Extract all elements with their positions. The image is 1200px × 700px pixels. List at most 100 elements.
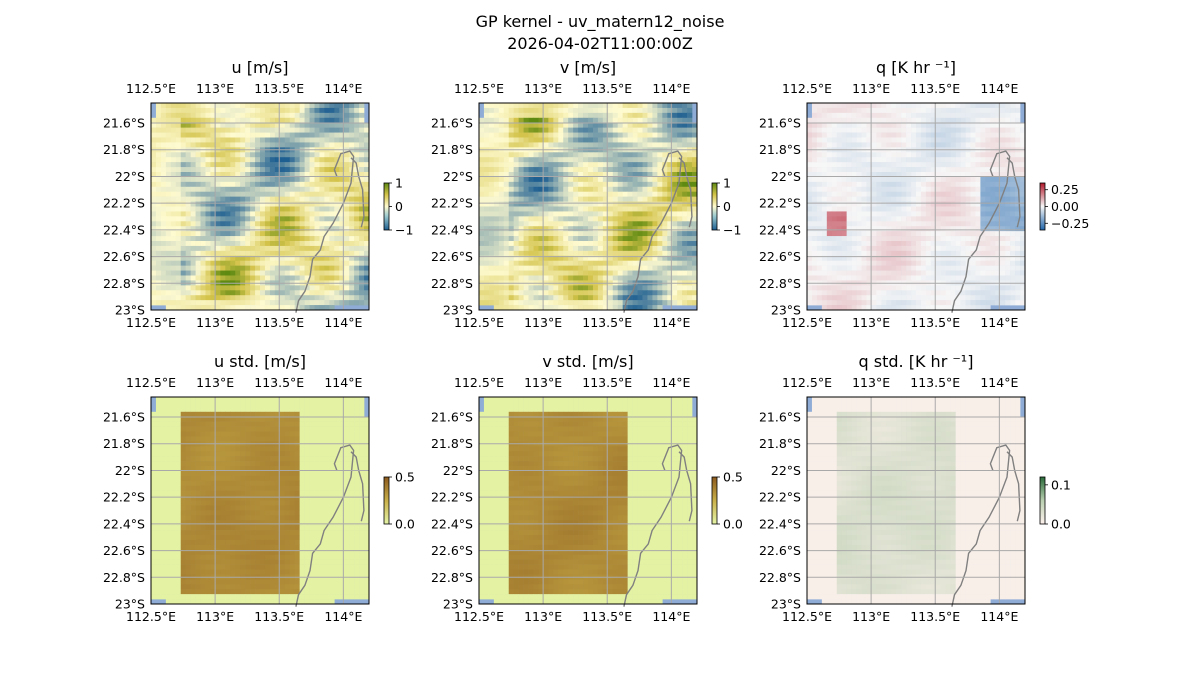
- u-heatmap-cell: [195, 132, 201, 138]
- u-heatmap-cell: [220, 196, 226, 202]
- u-heatmap-cell: [220, 162, 226, 168]
- u-heatmap-cell: [170, 176, 177, 183]
- u-heatmap-cell: [334, 112, 340, 119]
- u-heatmap-cell: [344, 196, 350, 202]
- q-heatmap-cell: [985, 181, 991, 188]
- u-heatmap-cell: [260, 300, 266, 306]
- u-heatmap-cell: [155, 191, 162, 197]
- u-heatmap-cell: [155, 226, 162, 232]
- u-heatmap-cell: [354, 300, 360, 306]
- v-heatmap-cell: [523, 196, 529, 202]
- q-heatmap-cell: [811, 216, 818, 222]
- v-heatmap-cell: [652, 260, 658, 266]
- v-heatmap-cell: [538, 206, 544, 212]
- u-heatmap-cell: [324, 196, 330, 202]
- v-heatmap-cell: [488, 117, 495, 124]
- v-heatmap-cell: [493, 226, 500, 232]
- q-heatmap-cell: [955, 127, 961, 133]
- u-heatmap-cell: [364, 221, 370, 227]
- v-heatmap-cell: [578, 211, 584, 217]
- v-heatmap-cell: [583, 152, 589, 158]
- u-heatmap-cell: [354, 137, 360, 143]
- v-heatmap-cell: [692, 226, 698, 232]
- q-heatmap-cell: [851, 196, 857, 202]
- v-heatmap-cell: [662, 127, 668, 133]
- u-heatmap-cell: [304, 241, 310, 247]
- v-heatmap-cell: [692, 275, 698, 281]
- u-heatmap-cell: [359, 132, 365, 138]
- v-heatmap-cell: [687, 226, 693, 232]
- v-heatmap-cell: [672, 226, 678, 232]
- v-heatmap-cell: [602, 221, 609, 227]
- v-heatmap-cell: [672, 152, 678, 158]
- u-heatmap-cell: [235, 285, 241, 291]
- u-heatmap-cell: [155, 206, 162, 212]
- q-heatmap-cell: [1020, 216, 1026, 222]
- u-heatmap-cell: [274, 201, 281, 207]
- u-heatmap-cell: [190, 196, 196, 202]
- v-heatmap-cell: [483, 176, 490, 183]
- v-heatmap-cell: [578, 167, 584, 173]
- u-heatmap-cell: [160, 122, 167, 128]
- v-heatmap-cell: [523, 265, 529, 271]
- v-heatmap-cell: [558, 211, 564, 217]
- u-heatmap-cell: [364, 191, 370, 197]
- q-heatmap-cell: [881, 127, 887, 133]
- u-heatmap-cell: [364, 231, 370, 237]
- q-heatmap-cell: [856, 122, 862, 128]
- v-heatmap-cell: [637, 300, 643, 306]
- v-heatmap-cell: [627, 206, 633, 212]
- u-heatmap-cell: [180, 117, 186, 124]
- u-heatmap-cell: [220, 167, 226, 173]
- v-heatmap-cell: [508, 241, 514, 247]
- q-heatmap-cell: [916, 172, 922, 178]
- v-heatmap-cell: [642, 300, 648, 306]
- q-heatmap-cell: [901, 103, 907, 109]
- u-heatmap-cell: [359, 300, 365, 306]
- u-heatmap-cell: [195, 176, 201, 183]
- v-heatmap-cell: [533, 167, 539, 173]
- v-heatmap-cell: [583, 167, 589, 173]
- q-heatmap-cell: [807, 167, 813, 173]
- u-heatmap-cell: [175, 142, 182, 148]
- v-heatmap-cell: [573, 103, 579, 109]
- u-heatmap-cell: [165, 122, 172, 128]
- q-heatmap-cell: [955, 122, 961, 128]
- u-heatmap-cell: [225, 142, 231, 148]
- v-heatmap-cell: [543, 250, 549, 257]
- q-heatmap-cell: [881, 211, 887, 217]
- q-heatmap-cell: [1010, 152, 1016, 158]
- v-heatmap-cell: [632, 112, 638, 119]
- q-heatmap-cell: [950, 122, 956, 128]
- q-heatmap-cell: [816, 216, 823, 222]
- u-heatmap-cell: [180, 191, 186, 197]
- v-heatmap-cell: [647, 231, 653, 237]
- u-heatmap-cell: [269, 231, 276, 237]
- v-heatmap-cell: [602, 270, 609, 276]
- u-heatmap-cell: [205, 305, 211, 311]
- q-heatmap-cell: [891, 221, 897, 227]
- q-heatmap-cell: [821, 122, 828, 128]
- v-heatmap-cell: [483, 236, 490, 242]
- v-heatmap-cell: [637, 201, 643, 207]
- q-heatmap-cell: [985, 103, 991, 109]
- v-heatmap-cell: [528, 127, 534, 133]
- v-heatmap-cell: [548, 305, 554, 311]
- u-heatmap-cell: [264, 226, 271, 232]
- u-heatmap-cell: [195, 167, 201, 173]
- v-heatmap-cell: [538, 201, 544, 207]
- q-heatmap-cell: [965, 127, 971, 133]
- u-heatmap-cell: [151, 250, 157, 257]
- u-heatmap-cell: [264, 132, 271, 138]
- u-heatmap-cell: [274, 162, 281, 168]
- u-heatmap-cell: [170, 255, 177, 262]
- q-heatmap-cell: [970, 201, 976, 207]
- v-heatmap-cell: [642, 231, 648, 237]
- q-heatmap-cell: [846, 236, 852, 242]
- u-heatmap-cell: [319, 201, 325, 207]
- v-heatmap-cell: [493, 157, 500, 163]
- q-heatmap-cell: [886, 231, 892, 237]
- v-heatmap-cell: [533, 226, 539, 232]
- v-heatmap-cell: [543, 142, 549, 148]
